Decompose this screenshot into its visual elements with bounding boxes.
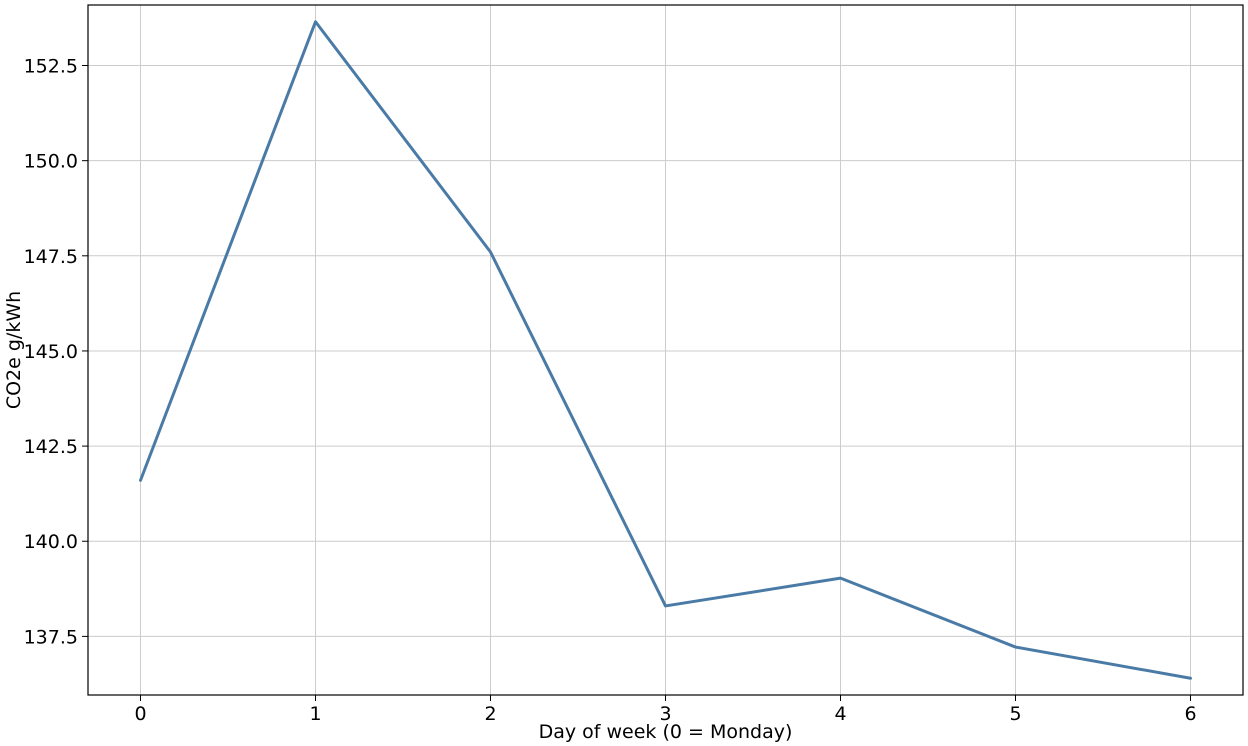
x-axis-label: Day of week (0 = Monday) xyxy=(539,721,793,743)
y-tick-label: 142.5 xyxy=(24,436,78,458)
y-tick-label: 152.5 xyxy=(24,56,78,78)
y-tick-label: 140.0 xyxy=(24,531,78,553)
grid xyxy=(88,5,1243,695)
x-tick-label: 4 xyxy=(834,703,846,725)
series-layer xyxy=(139,20,1192,680)
x-tick-label: 3 xyxy=(659,703,671,725)
y-tick-label: 137.5 xyxy=(24,626,78,648)
y-tick-label: 150.0 xyxy=(24,151,78,173)
ticks: 0 1 2 3 4 5 6 137.5 140.0 142.5 145.0 147.5 150.0 152… xyxy=(24,56,1197,725)
y-tick-label: 147.5 xyxy=(24,246,78,268)
x-tick-label: 0 xyxy=(134,703,146,725)
y-axis-label: CO2e g/kWh xyxy=(3,291,25,409)
y-tick-label: 145.0 xyxy=(24,341,78,363)
x-tick-label: 2 xyxy=(484,703,496,725)
x-tick-label: 5 xyxy=(1009,703,1021,725)
x-tick-label: 1 xyxy=(309,703,321,725)
x-tick-label: 6 xyxy=(1184,703,1196,725)
